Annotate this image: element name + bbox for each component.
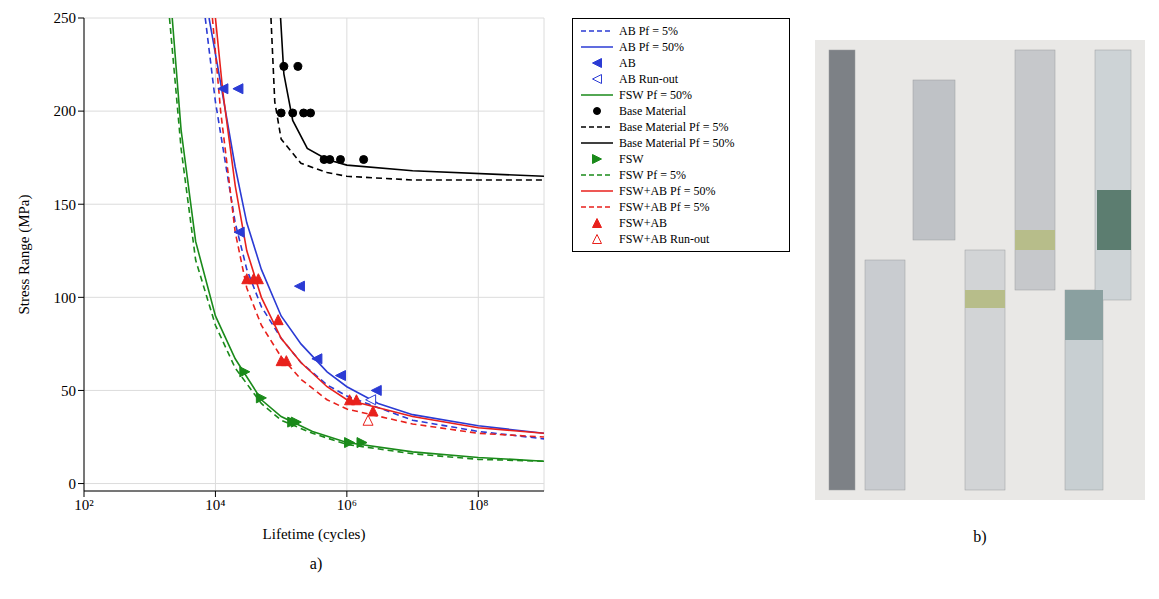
svg-text:150: 150 [54, 197, 77, 213]
html-text:FSW+AB Pf = 50%: FSW+AB Pf = 50% [619, 183, 716, 198]
svg-text:200: 200 [54, 103, 77, 119]
html-text:AB Pf = 5%: AB Pf = 5% [619, 23, 679, 38]
svg-text:10⁶: 10⁶ [337, 497, 357, 513]
svg-text:Stress Range (MPa): Stress Range (MPa) [16, 195, 33, 315]
html-text:FSW Pf = 5%: FSW Pf = 5% [619, 167, 686, 182]
html-text:Base Material: Base Material [619, 103, 686, 118]
html-text:AB: AB [619, 55, 636, 70]
svg-text:Lifetime (cycles): Lifetime (cycles) [263, 526, 366, 543]
svg-text:100: 100 [54, 290, 77, 306]
html-text:AB Pf = 50%: AB Pf = 50% [619, 39, 685, 54]
html-text:FSW+AB: FSW+AB [619, 215, 668, 230]
html-text:Base Material Pf = 50%: Base Material Pf = 50% [619, 135, 735, 150]
svg-text:10²: 10² [74, 497, 94, 513]
html-text:b): b) [973, 528, 987, 545]
html-text:FSW+AB Run-out: FSW+AB Run-out [619, 231, 710, 246]
html-text:AB Run-out: AB Run-out [619, 71, 678, 86]
svg-text:10⁸: 10⁸ [468, 497, 488, 513]
svg-text:250: 250 [54, 10, 77, 26]
svg-text:50: 50 [61, 383, 76, 399]
html-text:FSW+AB Pf = 5%: FSW+AB Pf = 5% [619, 199, 710, 214]
html-text:Base Material Pf = 5%: Base Material Pf = 5% [619, 119, 729, 134]
html-text:a): a) [309, 555, 323, 572]
svg-text:0: 0 [69, 476, 77, 492]
html-text:FSW: FSW [619, 151, 644, 166]
html-text:FSW Pf = 50%: FSW Pf = 50% [619, 87, 692, 102]
svg-text:10⁴: 10⁴ [205, 497, 225, 513]
